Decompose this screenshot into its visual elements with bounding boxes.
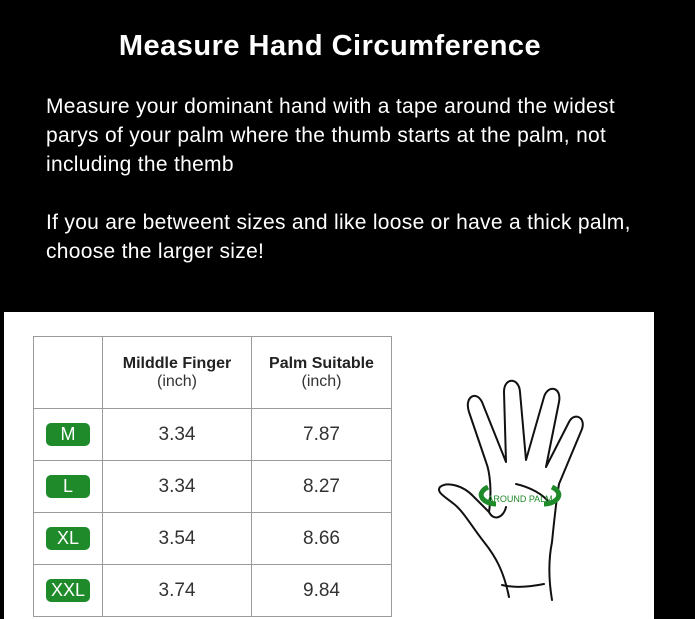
table-row: L 3.34 8.27 [33, 460, 392, 513]
hand-illustration-icon: AROUND PALM [438, 379, 584, 601]
size-badge: XL [46, 527, 90, 550]
size-chart-panel: Milddle Finger (inch) Palm Suitable (inch)… [4, 312, 654, 619]
table-row: M 3.34 7.87 [33, 408, 392, 461]
around-palm-label: AROUND PALM [487, 494, 552, 504]
size-badge: L [46, 475, 90, 498]
instruction-text: Measure your dominant hand with a tape a… [46, 95, 615, 176]
size-advice-text: If you are betweent sizes and like loose… [46, 211, 631, 263]
page-title: Measure Hand Circumference [118, 30, 542, 62]
table-header-row: Milddle Finger (inch) Palm Suitable (inch) [33, 336, 392, 409]
table-row: XXL 3.74 9.84 [33, 564, 392, 617]
size-badge: M [46, 423, 90, 446]
table-row: XL 3.54 8.66 [33, 512, 392, 565]
size-badge: XXL [46, 579, 90, 602]
header-palm: Palm Suitable (inch) [251, 336, 392, 409]
size-table: Milddle Finger (inch) Palm Suitable (inch)… [33, 336, 392, 617]
header-middle-finger: Milddle Finger (inch) [102, 336, 252, 409]
